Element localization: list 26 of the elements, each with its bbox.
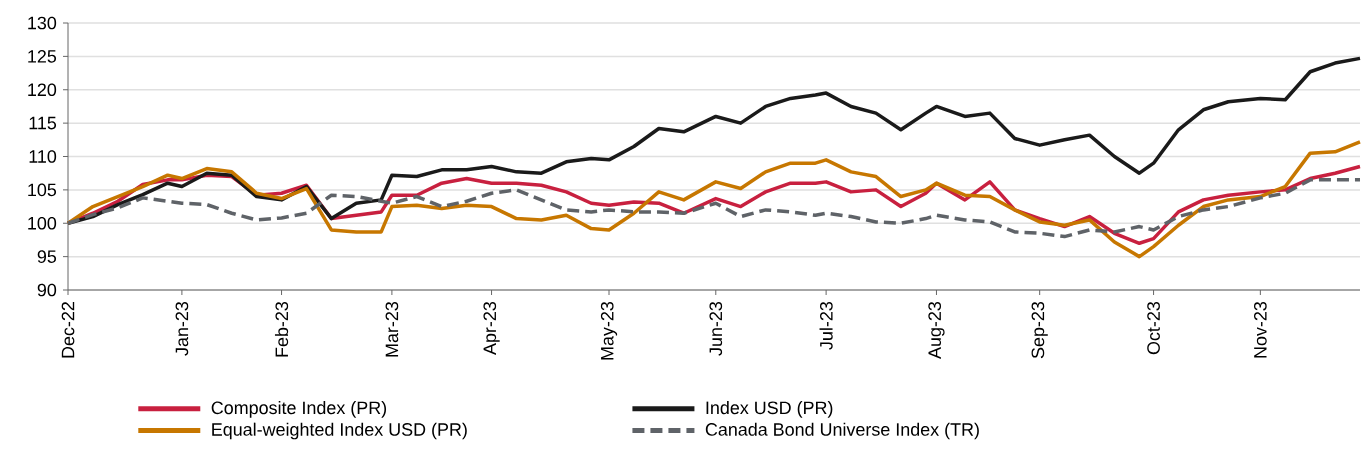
x-tick-label: Mar-23: [385, 301, 399, 357]
x-tick-label: Apr-23: [483, 301, 500, 355]
x-tick-label: Nov-23: [1253, 301, 1267, 358]
x-tick-label: Dec-22: [61, 302, 75, 358]
y-tick-label: 125: [28, 50, 57, 63]
y-tick-label: 120: [28, 83, 57, 97]
line-series: [66, 140, 1362, 259]
y-tick-label: 95: [37, 250, 57, 263]
x-tick-label: Jul-23: [819, 301, 833, 350]
x-tick-label: Feb-23: [274, 301, 289, 357]
y-tick-label: 100: [28, 216, 57, 230]
y-tick-label: 115: [29, 116, 57, 130]
x-tick-label: Jun-23: [709, 301, 723, 356]
legend-label: Equal-weighted Index USD (PR): [212, 422, 467, 440]
legend-label: Index USD (PR): [706, 400, 833, 418]
x-tick-label: Aug-23: [928, 301, 945, 359]
y-tick-label: 130: [28, 16, 57, 30]
x-tick-label: Sep-23: [1031, 301, 1048, 359]
x-tick-label: May-23: [600, 301, 618, 360]
x-tick-label: Oct-23: [1147, 301, 1160, 355]
y-tick-label: 110: [29, 150, 57, 163]
legend-label: Composite Index (PR): [211, 400, 387, 418]
y-tick-label: 90: [37, 283, 57, 297]
y-tick-label: 105: [28, 183, 57, 197]
legend-label: Canada Bond Universe Index (TR): [705, 422, 979, 440]
x-tick-label: Jan-23: [175, 301, 189, 356]
